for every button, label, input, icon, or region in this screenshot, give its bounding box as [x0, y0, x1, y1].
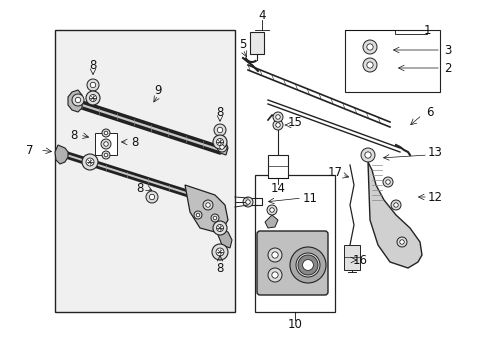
Text: 7: 7 — [26, 144, 34, 157]
Polygon shape — [367, 162, 421, 268]
Circle shape — [269, 208, 274, 212]
Text: 6: 6 — [426, 105, 433, 118]
Circle shape — [366, 62, 372, 68]
Circle shape — [382, 177, 392, 187]
Circle shape — [86, 158, 94, 166]
Text: 9: 9 — [154, 84, 162, 96]
Circle shape — [399, 240, 404, 244]
Circle shape — [302, 260, 313, 270]
Circle shape — [362, 58, 376, 72]
Circle shape — [295, 253, 319, 277]
Circle shape — [205, 203, 210, 207]
Circle shape — [146, 191, 158, 203]
Text: 8: 8 — [70, 129, 78, 141]
Circle shape — [366, 44, 372, 50]
Circle shape — [362, 40, 376, 54]
Circle shape — [86, 91, 100, 105]
Text: 8: 8 — [216, 105, 223, 118]
Circle shape — [289, 247, 325, 283]
Polygon shape — [264, 215, 278, 228]
Circle shape — [104, 131, 107, 135]
Circle shape — [267, 268, 282, 282]
Circle shape — [360, 148, 374, 162]
Text: 8: 8 — [216, 261, 223, 275]
Circle shape — [75, 97, 81, 103]
Bar — [267, 155, 287, 178]
Circle shape — [213, 221, 226, 235]
Text: 8: 8 — [136, 181, 143, 194]
Circle shape — [297, 255, 317, 275]
Bar — [254, 175, 334, 312]
Circle shape — [216, 139, 223, 145]
Polygon shape — [55, 145, 68, 164]
Polygon shape — [218, 140, 227, 155]
Circle shape — [266, 205, 276, 215]
Polygon shape — [218, 228, 231, 248]
Polygon shape — [184, 185, 227, 232]
Polygon shape — [82, 102, 220, 153]
Circle shape — [90, 82, 96, 88]
Circle shape — [213, 216, 216, 220]
Circle shape — [245, 200, 250, 204]
Circle shape — [72, 94, 84, 106]
Text: 12: 12 — [427, 190, 442, 203]
Circle shape — [390, 200, 400, 210]
Text: 17: 17 — [327, 166, 342, 179]
Circle shape — [104, 153, 107, 157]
Circle shape — [393, 203, 397, 207]
Circle shape — [102, 151, 110, 159]
Text: 5: 5 — [239, 37, 246, 50]
Circle shape — [196, 213, 200, 217]
Text: 11: 11 — [302, 192, 317, 204]
Circle shape — [217, 142, 226, 152]
Circle shape — [149, 194, 154, 200]
Text: 8: 8 — [89, 59, 97, 72]
Circle shape — [194, 211, 202, 219]
Circle shape — [89, 94, 96, 102]
Text: 15: 15 — [287, 116, 302, 129]
Circle shape — [216, 225, 223, 231]
Text: 8: 8 — [131, 135, 139, 149]
Text: 3: 3 — [444, 44, 451, 57]
Text: 1: 1 — [423, 23, 430, 36]
Circle shape — [216, 248, 224, 256]
Circle shape — [203, 200, 213, 210]
Circle shape — [243, 197, 252, 207]
Circle shape — [272, 112, 283, 122]
Circle shape — [103, 142, 108, 146]
Circle shape — [213, 135, 226, 149]
Text: 14: 14 — [270, 181, 285, 194]
Circle shape — [271, 252, 278, 258]
Circle shape — [385, 180, 389, 184]
Circle shape — [275, 115, 280, 119]
Circle shape — [272, 120, 283, 130]
Bar — [249, 32, 264, 54]
Circle shape — [271, 272, 278, 278]
FancyBboxPatch shape — [257, 231, 327, 295]
Text: 2: 2 — [443, 62, 451, 75]
Circle shape — [87, 79, 99, 91]
Polygon shape — [65, 152, 209, 203]
Circle shape — [101, 139, 111, 149]
Text: 4: 4 — [258, 9, 265, 22]
Bar — [55, 30, 235, 312]
Bar — [95, 133, 117, 155]
Text: 16: 16 — [352, 253, 367, 266]
Circle shape — [212, 244, 227, 260]
Circle shape — [82, 154, 98, 170]
Circle shape — [275, 123, 280, 127]
Circle shape — [102, 129, 110, 137]
Circle shape — [219, 145, 224, 149]
Circle shape — [214, 124, 225, 136]
Text: 13: 13 — [427, 145, 442, 158]
Bar — [343, 245, 359, 270]
Circle shape — [396, 237, 406, 247]
Polygon shape — [68, 90, 82, 112]
Circle shape — [217, 127, 222, 133]
Circle shape — [364, 152, 370, 158]
Circle shape — [210, 214, 219, 222]
Text: 10: 10 — [287, 319, 302, 332]
Circle shape — [267, 248, 282, 262]
Bar — [345, 30, 439, 92]
